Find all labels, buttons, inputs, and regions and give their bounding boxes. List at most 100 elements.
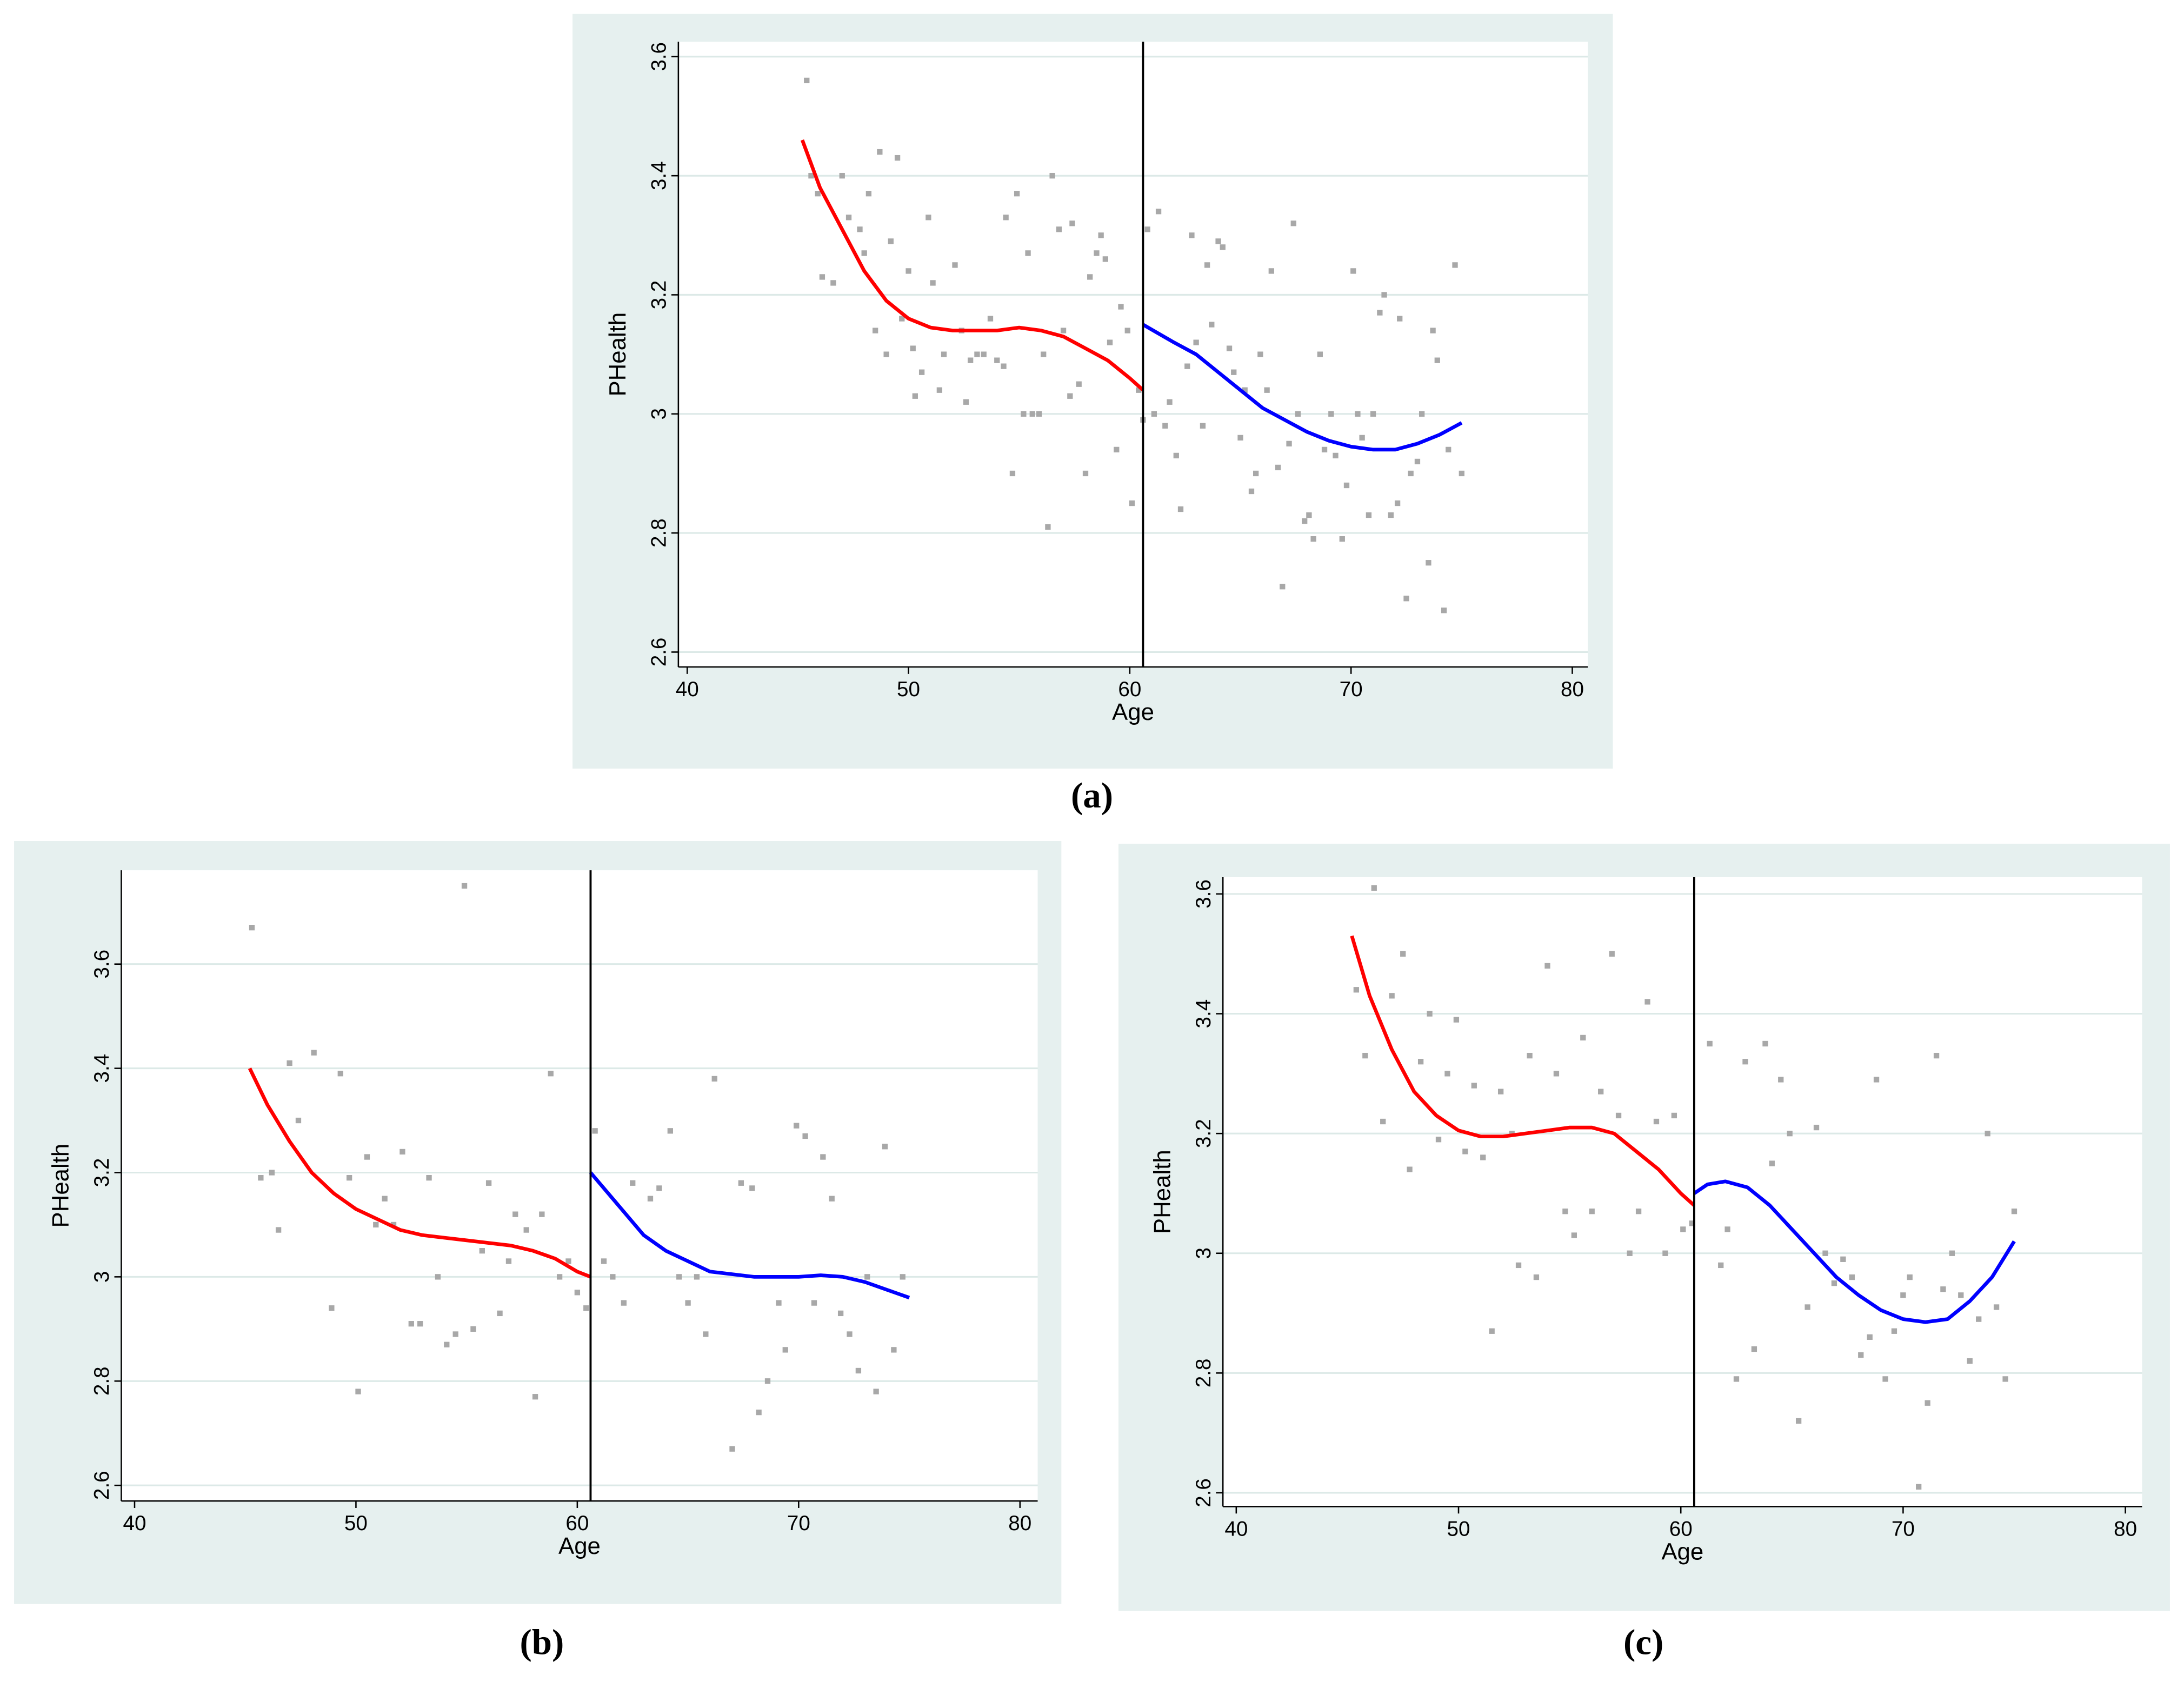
scatter-point <box>249 925 255 931</box>
scatter-point <box>1003 215 1009 221</box>
scatter-point <box>776 1300 782 1306</box>
scatter-point <box>382 1196 388 1202</box>
scatter-point <box>512 1211 518 1217</box>
x-tick-label: 80 <box>2114 1518 2137 1541</box>
scatter-point <box>656 1185 662 1191</box>
scatter-point <box>1471 1083 1477 1089</box>
scatter-point <box>408 1321 414 1327</box>
scatter-point <box>329 1305 335 1311</box>
scatter-point <box>1680 1226 1686 1232</box>
scatter-point <box>819 274 825 280</box>
scatter-point <box>1370 411 1376 417</box>
scatter-point <box>337 1071 343 1077</box>
scatter-point <box>764 1378 771 1384</box>
scatter-point <box>258 1174 264 1181</box>
panel-caption: (a) <box>1071 776 1113 816</box>
scatter-point <box>667 1128 673 1134</box>
scatter-point <box>1242 387 1248 393</box>
scatter-point <box>1985 1131 1990 1137</box>
scatter-point <box>1359 435 1365 441</box>
scatter-point <box>873 328 878 333</box>
scatter-point <box>311 1050 317 1056</box>
fit-curve <box>248 1067 591 1279</box>
scatter-point <box>1419 411 1425 417</box>
scatter-point <box>2011 1209 2017 1214</box>
scatter-point <box>1403 596 1409 602</box>
scatter-point <box>1434 357 1440 363</box>
scatter-point <box>346 1174 352 1181</box>
scatter-point <box>749 1185 755 1191</box>
scatter-point <box>1220 244 1226 250</box>
scatter-point <box>1129 500 1135 506</box>
scatter-point <box>1362 1052 1368 1059</box>
scatter-point <box>815 191 821 197</box>
scatter-point <box>857 226 863 232</box>
scatter-point <box>1226 345 1233 351</box>
scatter-point <box>941 351 947 357</box>
scatter-point <box>794 1123 800 1129</box>
scatter-point <box>847 1331 853 1337</box>
scatter-point <box>845 215 852 221</box>
scatter-point <box>837 1310 844 1317</box>
scatter-point <box>1397 316 1403 322</box>
scatter-point <box>1426 560 1431 566</box>
scatter-point <box>1805 1304 1810 1310</box>
scatter-point <box>1635 1209 1642 1214</box>
scatter-point <box>373 1222 379 1228</box>
scatter-point <box>1527 1052 1533 1059</box>
scatter-point <box>539 1211 545 1217</box>
x-tick-label: 60 <box>1118 678 1141 701</box>
scatter-point <box>1916 1484 1922 1490</box>
scatter-point <box>1497 1089 1504 1094</box>
scatter-point <box>1286 440 1292 447</box>
scatter-point <box>1831 1280 1837 1286</box>
scatter-point <box>1571 1232 1577 1238</box>
scatter-point <box>1615 1112 1622 1119</box>
scatter-point <box>548 1071 554 1077</box>
scatter-point <box>485 1180 492 1186</box>
scatter-point <box>1302 518 1308 524</box>
scatter-point <box>1446 446 1451 453</box>
scatter-point <box>444 1341 450 1347</box>
scatter-point <box>1515 1262 1522 1269</box>
scatter-point <box>676 1274 682 1280</box>
scatter-point <box>1787 1131 1793 1137</box>
scatter-point <box>738 1180 744 1186</box>
scatter-point <box>1389 993 1395 999</box>
scatter-point <box>1840 1256 1846 1262</box>
scatter-point <box>1380 1118 1386 1125</box>
scatter-point <box>1459 470 1464 477</box>
x-axis-label: Age <box>1661 1538 1703 1565</box>
scatter-point <box>1036 411 1042 417</box>
scatter-point <box>295 1117 302 1124</box>
scatter-point <box>981 351 987 357</box>
scatter-point <box>1231 369 1237 375</box>
scatter-point <box>1849 1274 1855 1280</box>
scatter-point <box>1993 1304 2000 1310</box>
fit-curve <box>1693 1179 2016 1324</box>
scatter-point <box>1609 951 1615 957</box>
x-tick-label: 60 <box>1669 1518 1693 1541</box>
fit-curve <box>589 1171 910 1300</box>
scatter-point <box>1275 464 1281 471</box>
scatter-point <box>364 1154 370 1160</box>
scatter-point <box>1388 512 1394 518</box>
scatter-point <box>782 1347 788 1353</box>
scatter-point <box>952 262 958 268</box>
scatter-point <box>390 1222 397 1228</box>
scatter-point <box>1453 1017 1460 1023</box>
scatter-point <box>1366 512 1372 518</box>
scatter-point <box>1280 584 1286 590</box>
scatter-point <box>1353 987 1360 993</box>
scatter-point <box>417 1321 423 1327</box>
scatter-point <box>610 1274 616 1280</box>
y-tick-label: 3.6 <box>90 950 114 979</box>
plot-area <box>678 42 1588 667</box>
y-tick-label: 2.8 <box>90 1366 114 1396</box>
scatter-point <box>1102 256 1108 262</box>
scatter-point <box>891 1347 897 1353</box>
scatter-point <box>1253 470 1259 477</box>
scatter-point <box>882 1144 888 1150</box>
scatter-point <box>1441 608 1447 613</box>
